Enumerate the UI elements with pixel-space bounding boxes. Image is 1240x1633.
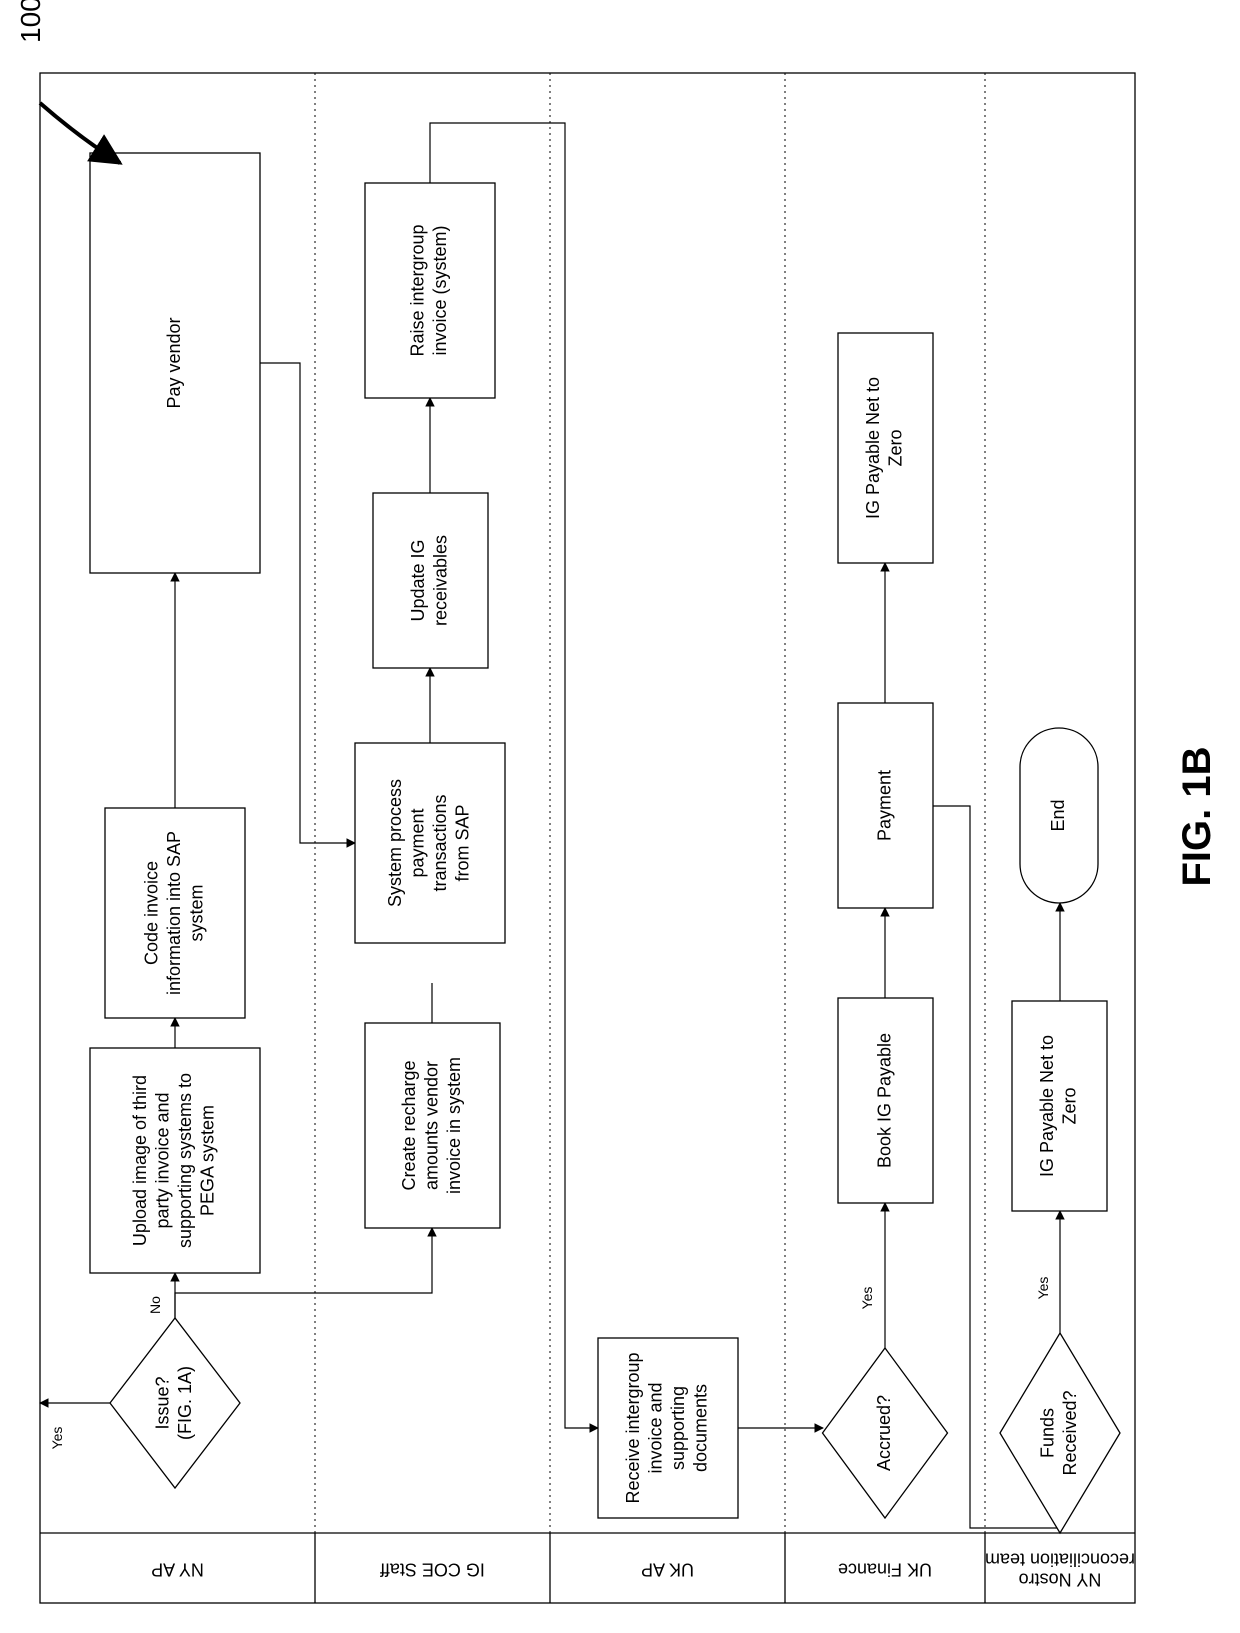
svg-text:Create recharge: Create recharge [399,1060,419,1190]
edge [260,363,355,843]
svg-text:amounts vendor: amounts vendor [421,1061,441,1190]
svg-text:system: system [186,884,206,941]
swimlane-label: UK Finance [838,1559,932,1579]
svg-text:Accrued?: Accrued? [874,1395,894,1471]
svg-text:reconciliation team: reconciliation team [985,1549,1135,1569]
node-accrued: Accrued? [823,1348,948,1518]
swimlane-label: IG COE Staff [379,1559,485,1579]
svg-text:NY AP: NY AP [151,1559,204,1579]
svg-text:supporting: supporting [668,1386,688,1470]
svg-text:UK AP: UK AP [641,1559,694,1579]
svg-text:documents: documents [691,1384,711,1472]
svg-text:Code invoice: Code invoice [141,861,161,965]
swimlane-label: UK AP [641,1559,694,1579]
svg-text:Receive intergroup: Receive intergroup [623,1352,643,1503]
node-recharge: Create rechargeamounts vendorinvoice in … [365,1023,500,1228]
node-updateig: Update IGreceivables [373,493,488,668]
svg-text:invoice (system): invoice (system) [430,225,450,355]
edge-label: No [147,1296,163,1314]
swimlane-label: NY AP [151,1559,204,1579]
svg-text:Payment: Payment [874,770,894,841]
node-receiveig: Receive intergroupinvoice andsupportingd… [598,1338,738,1518]
svg-text:Update IG: Update IG [408,539,428,621]
svg-text:Pay vendor: Pay vendor [164,317,184,408]
svg-text:party invoice and: party invoice and [153,1092,173,1228]
svg-text:Zero: Zero [886,429,906,466]
svg-text:Received?: Received? [1060,1390,1080,1475]
svg-text:Book IG Payable: Book IG Payable [874,1033,894,1168]
svg-text:Funds: Funds [1038,1408,1058,1458]
svg-text:Issue?: Issue? [153,1376,173,1429]
svg-text:IG COE Staff: IG COE Staff [379,1559,485,1579]
node-payvendor: Pay vendor [90,153,260,573]
edge-label: Yes [49,1427,65,1450]
svg-text:System process: System process [385,779,405,907]
swimlane-label: NY Nostroreconciliation team [985,1549,1135,1589]
node-bookig: Book IG Payable [838,998,933,1203]
svg-text:invoice and: invoice and [646,1382,666,1473]
node-ignetzero2: IG Payable Net toZero [838,333,933,563]
svg-text:from SAP: from SAP [453,804,473,881]
node-payment: Payment [838,703,933,908]
reference-number: 100B [15,0,46,43]
figure-label: FIG. 1B [1175,746,1219,886]
svg-text:IG Payable Net to: IG Payable Net to [1037,1035,1057,1177]
svg-text:UK Finance: UK Finance [838,1559,932,1579]
svg-text:IG Payable Net to: IG Payable Net to [863,377,883,519]
svg-text:supporting systems to: supporting systems to [175,1073,195,1248]
node-end: End [1020,728,1098,903]
node-funds: FundsReceived? [1000,1333,1120,1533]
svg-text:NY Nostro: NY Nostro [1019,1569,1102,1589]
node-codeinv: Code invoiceinformation into SAPsystem [105,808,245,1018]
svg-text:Zero: Zero [1060,1087,1080,1124]
svg-text:Upload image of third: Upload image of third [130,1075,150,1246]
svg-text:receivables: receivables [431,535,451,626]
svg-text:transactions: transactions [430,794,450,891]
node-sysprocess: System processpaymenttransactionsfrom SA… [355,743,505,943]
reference-arrow [40,103,120,163]
edge-label: Yes [859,1287,875,1310]
svg-text:(FIG. 1A): (FIG. 1A) [175,1366,195,1440]
svg-text:invoice in system: invoice in system [444,1057,464,1194]
node-ignetzero: IG Payable Net toZero [1012,1001,1107,1211]
svg-text:PEGA system: PEGA system [198,1105,218,1216]
svg-text:payment: payment [408,808,428,877]
node-issue: Issue?(FIG. 1A) [110,1318,240,1488]
edge-label: Yes [1035,1277,1051,1300]
node-raiseig: Raise intergroupinvoice (system) [365,183,495,398]
svg-text:End: End [1048,799,1068,831]
svg-text:Raise intergroup: Raise intergroup [408,224,428,356]
node-upload: Upload image of thirdparty invoice andsu… [90,1048,260,1273]
svg-text:information into SAP: information into SAP [164,831,184,995]
